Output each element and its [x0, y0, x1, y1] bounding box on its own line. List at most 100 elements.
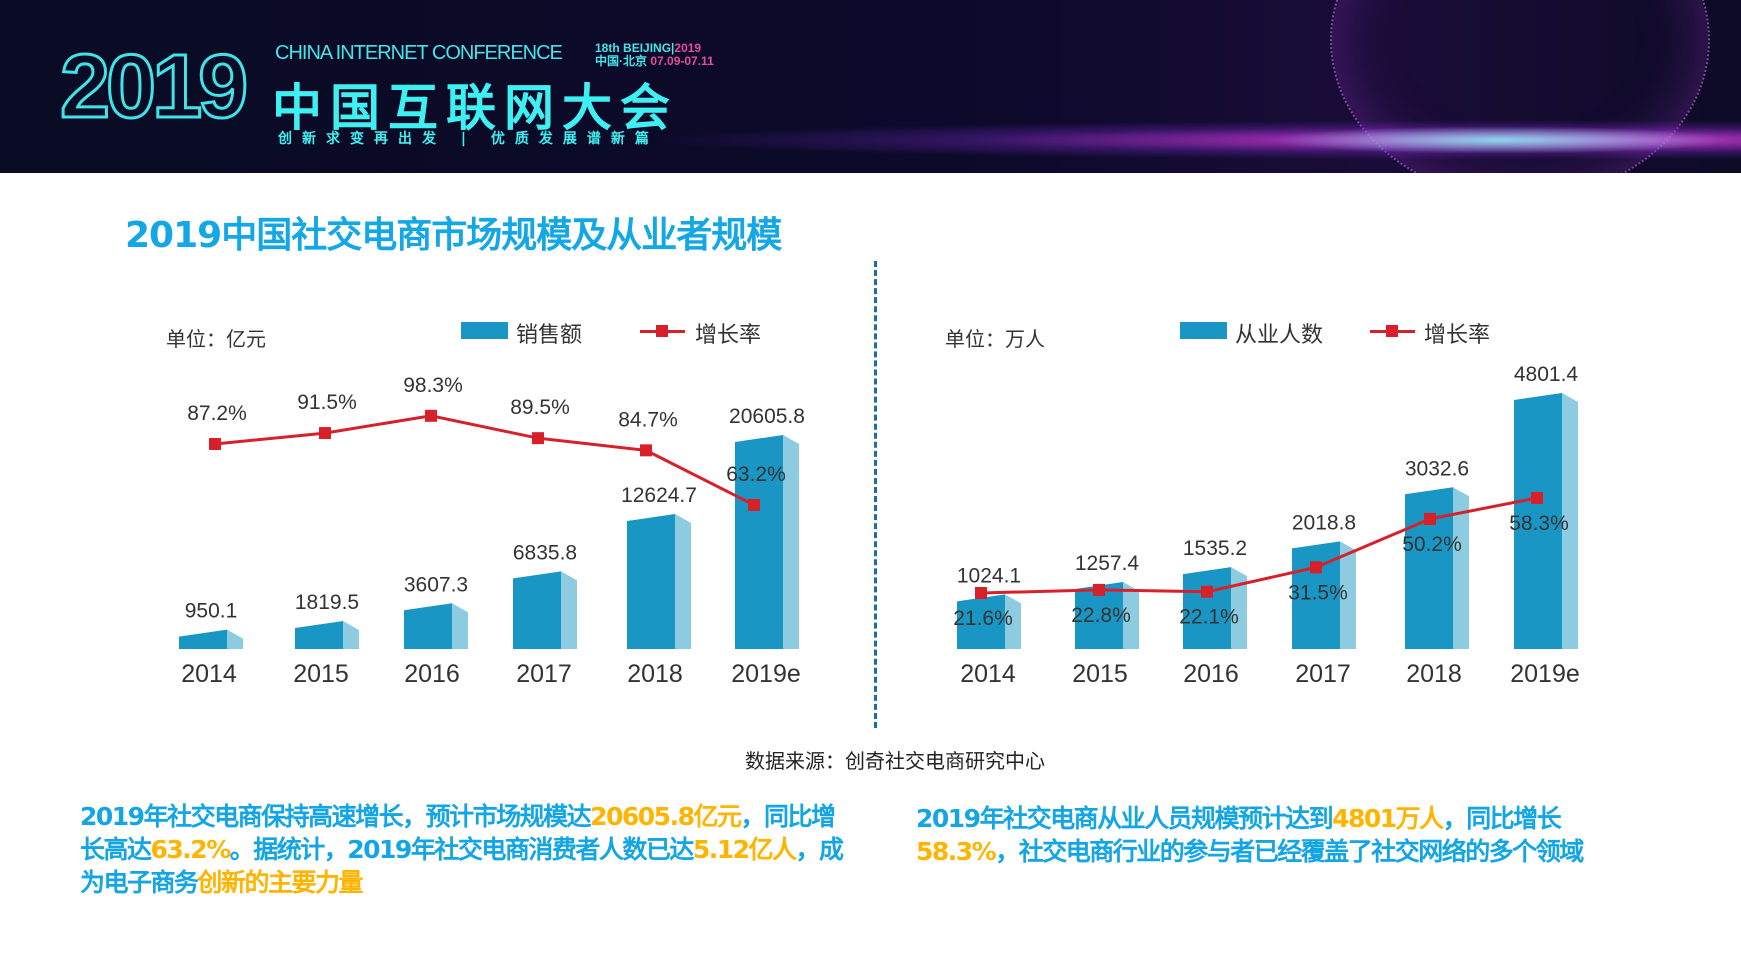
growth-value-label: 58.3%	[1509, 512, 1569, 535]
growth-value-label: 63.2%	[726, 463, 786, 486]
legend-workers: 从业人数	[1235, 323, 1324, 348]
bar-front	[627, 514, 675, 649]
growth-value-label: 31.5%	[1288, 581, 1348, 604]
growth-value-label: 21.6%	[953, 607, 1013, 630]
chart-divider	[874, 261, 877, 728]
growth-marker	[1531, 491, 1543, 504]
bar-front	[735, 435, 783, 649]
bar-side	[1123, 581, 1139, 649]
bar-side	[561, 571, 577, 649]
bar-value-label: 3032.6	[1405, 457, 1469, 480]
x-tick-label: 2016	[1183, 660, 1239, 688]
growth-marker	[975, 587, 987, 599]
summary-highlight: 20605.8亿元	[590, 802, 742, 831]
growth-value-label: 89.5%	[510, 396, 570, 419]
bar-value-label: 950.1	[185, 600, 238, 623]
x-tick-label: 2018	[1406, 660, 1462, 688]
bar-side	[1453, 487, 1469, 649]
bar-front	[179, 629, 227, 649]
x-tick-label: 2015	[293, 660, 349, 688]
growth-marker	[1093, 583, 1105, 596]
summary-text: ，成为电子商务	[80, 835, 844, 897]
growth-marker	[209, 438, 221, 450]
bar-value-label: 4801.4	[1514, 363, 1579, 386]
bar-side	[1340, 541, 1356, 649]
bar-value-label: 2018.8	[1292, 511, 1356, 534]
x-tick-label: 2019e	[1510, 660, 1580, 688]
summary-text: ，同比增长高达	[80, 802, 836, 864]
growth-value-label: 84.7%	[618, 408, 678, 431]
light-streak-cyan	[1250, 125, 1741, 155]
bar-value-label: 12624.7	[621, 484, 697, 507]
bar-front	[1405, 487, 1453, 649]
legend-line-swatch	[640, 325, 685, 337]
x-tick-label: 2017	[1295, 660, 1351, 688]
legend-sales: 销售额	[516, 323, 583, 348]
growth-value-label: 91.5%	[297, 391, 357, 414]
growth-marker	[532, 432, 544, 445]
bar-front	[1075, 581, 1123, 649]
badge-city: BEIJING	[623, 41, 672, 55]
data-source: 数据来源：创奇社交电商研究中心	[745, 749, 1045, 773]
bar-side	[1231, 567, 1247, 649]
summary-highlight: 5.12亿人	[692, 835, 797, 864]
bar-value-label: 1024.1	[957, 564, 1021, 587]
conference-slogan: 创新求变再出发 | 优质发展谱新篇	[278, 131, 659, 147]
growth-value-label: 22.8%	[1071, 604, 1131, 627]
growth-rate-line	[214, 414, 755, 507]
x-tick-label: 2014	[960, 660, 1016, 688]
logo-year: 2019	[58, 36, 249, 139]
bar-front	[957, 594, 1005, 649]
conference-banner: 2019 CHINA INTERNET CONFERENCE 18th BEIJ…	[0, 0, 1741, 173]
legend-bar-swatch	[461, 322, 508, 339]
x-tick-label: 2018	[627, 660, 683, 688]
bar-value-label: 1819.5	[295, 591, 359, 614]
conference-badge: 18th BEIJING|2019 中国·北京 07.09-07.11	[595, 41, 714, 68]
growth-marker	[1424, 512, 1436, 525]
summary-right: 2019年社交电商从业人员规模预计达到4801万人，同比增长 58.3%，社交电商…	[916, 802, 1586, 868]
x-tick-label: 2019e	[731, 660, 801, 688]
x-tick-label: 2016	[404, 660, 460, 688]
summary-highlight: 63.2%	[150, 835, 232, 864]
x-tick-label: 2014	[181, 660, 237, 688]
summary-text: 2019年社交电商从业人员规模预计达到	[916, 804, 1334, 833]
summary-text: ，社交电商行业的参与者已经覆盖了社交网络的多个领域	[995, 837, 1584, 866]
legend-growth: 增长率	[1424, 323, 1491, 348]
bar-side	[783, 435, 799, 649]
bar-front	[295, 620, 343, 649]
growth-value-label: 22.1%	[1179, 606, 1239, 629]
growth-marker	[1310, 561, 1322, 574]
growth-value-label: 98.3%	[403, 374, 463, 397]
page-title: 2019中国社交电商市场规模及从业者规模	[125, 215, 782, 256]
bar-value-label: 6835.8	[513, 541, 577, 564]
summary-left: 2019年社交电商保持高速增长，预计市场规模达20605.8亿元，同比增长高达6…	[80, 800, 850, 899]
bar-side	[1005, 594, 1021, 649]
growth-rate-line	[980, 496, 1538, 595]
bar-front	[513, 571, 561, 649]
bar-side	[452, 603, 468, 649]
legend-bar-swatch	[1180, 322, 1227, 339]
bar-value-label: 3607.3	[404, 573, 468, 596]
bar-side	[1562, 393, 1578, 649]
badge-dates: 07.09-07.11	[650, 54, 714, 68]
legend-growth: 增长率	[695, 323, 762, 348]
badge-year: 2019	[674, 41, 702, 55]
growth-marker	[1201, 585, 1213, 598]
unit-label-sales: 单位：亿元	[166, 327, 266, 351]
bar-side	[343, 620, 359, 649]
badge-city-cn: 中国·北京	[595, 54, 647, 68]
badge-session: 18th	[595, 41, 620, 55]
summary-highlight: 58.3%	[916, 837, 997, 866]
x-tick-label: 2015	[1072, 660, 1128, 688]
conference-name-cn: 中国互联网大会	[272, 79, 678, 137]
summary-text: 2019年社交电商保持高速增长，预计市场规模达	[80, 802, 592, 831]
growth-value-label: 87.2%	[187, 402, 247, 425]
growth-marker	[319, 427, 331, 440]
growth-value-label: 50.2%	[1402, 533, 1462, 556]
summary-text: 。据统计，2019年社交电商消费者人数已达	[229, 835, 695, 864]
summary-highlight: 4801万人	[1332, 804, 1444, 833]
bar-side	[227, 629, 243, 649]
conference-name-en: CHINA INTERNET CONFERENCE	[275, 42, 563, 64]
unit-label-workers: 单位：万人	[945, 327, 1045, 351]
growth-marker	[748, 498, 760, 511]
